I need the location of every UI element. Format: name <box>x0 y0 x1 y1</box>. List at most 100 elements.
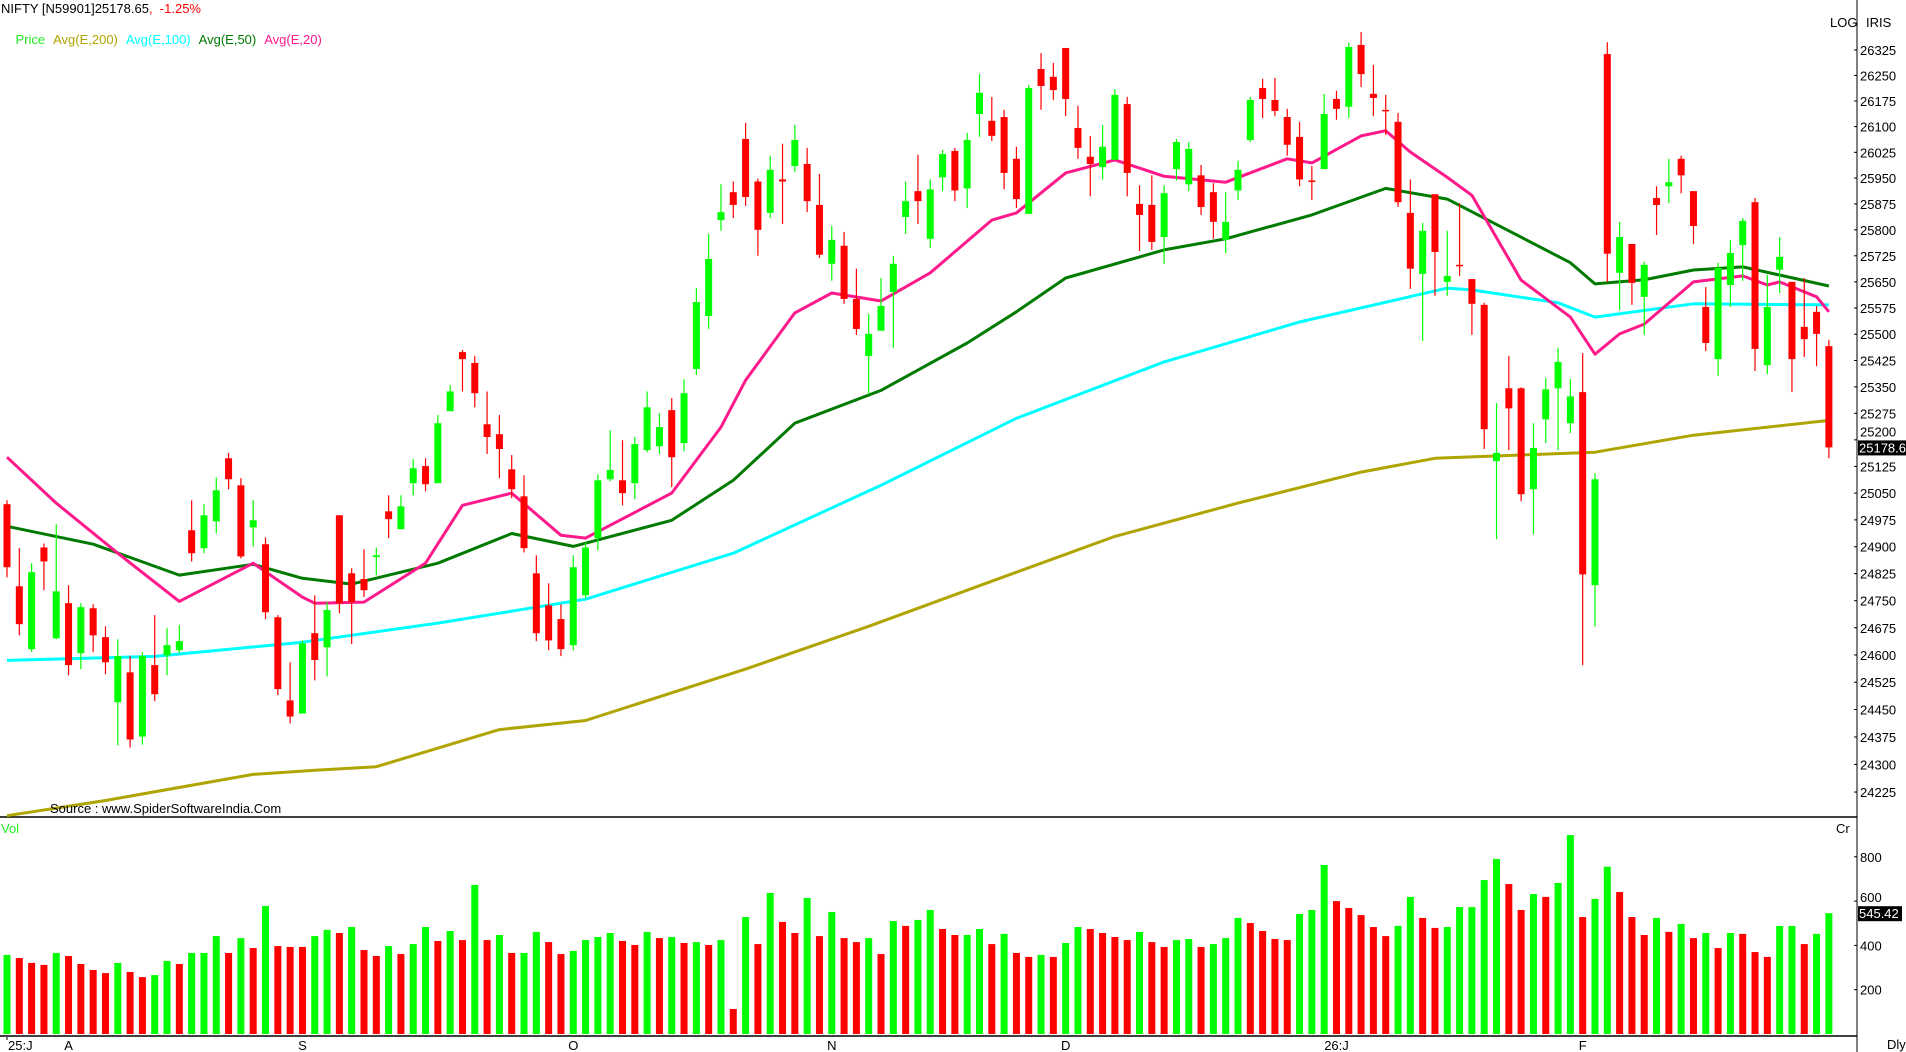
candle-down <box>1689 191 1697 245</box>
volume-bar <box>434 940 442 1034</box>
price-tick-label: 25125 <box>1860 459 1896 474</box>
candle-down <box>619 440 626 506</box>
candle-body <box>1653 198 1661 205</box>
candle-up <box>28 563 36 653</box>
volume-bar <box>1209 944 1217 1034</box>
candle-body <box>668 410 676 458</box>
volume-bar <box>1813 933 1821 1034</box>
candle-up <box>1345 42 1353 119</box>
legend-ema-20[interactable]: Avg(E,20) <box>264 32 322 47</box>
candle-body <box>40 547 48 562</box>
volume-bar <box>1431 927 1439 1034</box>
candle-body <box>286 700 294 717</box>
candle-body <box>1714 267 1722 360</box>
volume-bar <box>446 931 454 1034</box>
candle-body <box>1751 202 1759 349</box>
candle-body <box>1665 182 1673 187</box>
volume-bar <box>286 946 294 1034</box>
candle-body <box>1148 204 1156 242</box>
volume-bar <box>1800 944 1808 1034</box>
candle-body <box>643 407 651 451</box>
volume-bar <box>65 956 73 1034</box>
candle-down <box>742 122 750 206</box>
candle-down <box>1505 355 1513 451</box>
candle-body <box>1136 203 1144 215</box>
candle-body <box>1579 392 1587 575</box>
volume-bar <box>815 936 823 1034</box>
candle-down <box>1406 179 1414 289</box>
legend-ema-200[interactable]: Avg(E,200) <box>53 32 118 47</box>
volume-bar <box>729 1008 737 1034</box>
candle-body <box>385 511 393 520</box>
candle-down <box>1062 47 1070 117</box>
candle-body <box>963 139 971 189</box>
volume-bar <box>1763 956 1771 1034</box>
volume-bar <box>828 911 836 1034</box>
price-tick-label: 25425 <box>1860 354 1896 369</box>
volume-bar <box>631 944 639 1034</box>
candle-up <box>1111 89 1119 160</box>
candle-up <box>1222 192 1230 254</box>
volume-bar <box>557 954 565 1034</box>
legend-price[interactable]: Price <box>15 32 46 47</box>
volume-bar <box>77 964 85 1034</box>
volume-bar <box>754 944 762 1034</box>
candle-down <box>508 455 516 499</box>
price-tick-label: 24600 <box>1860 648 1896 663</box>
candle-down <box>914 154 922 224</box>
candle-body <box>828 239 836 264</box>
candle-down <box>1197 165 1205 215</box>
candle-up <box>975 74 983 137</box>
legend-ema-100[interactable]: Avg(E,100) <box>125 32 191 47</box>
candle-down <box>1456 203 1464 276</box>
candle-body <box>975 92 983 114</box>
legend-ema-50[interactable]: Avg(E,50) <box>198 32 257 47</box>
volume-bar <box>1640 934 1648 1034</box>
candle-up <box>1234 160 1242 201</box>
volume-bar <box>1665 931 1673 1034</box>
candle-body <box>1049 76 1057 91</box>
volume-bar <box>1443 927 1451 1034</box>
price-tick-label: 26250 <box>1860 68 1896 83</box>
volume-bar <box>1653 917 1661 1034</box>
candle-up <box>163 628 171 676</box>
candle-body <box>397 506 405 530</box>
last-price-box <box>1858 440 1906 456</box>
volume-bar <box>1246 923 1254 1034</box>
volume-bar <box>311 936 319 1034</box>
candle-body <box>1443 275 1451 282</box>
volume-bar <box>1049 956 1057 1034</box>
candle-up <box>926 179 934 248</box>
candle-body <box>914 191 922 202</box>
price-tick-label: 25050 <box>1860 486 1896 501</box>
candle-body <box>1111 94 1119 160</box>
candle-body <box>1345 46 1353 107</box>
candle-up <box>1726 239 1734 307</box>
candle-body <box>101 637 109 663</box>
candle-body <box>323 610 331 648</box>
volume-tick-label: 400 <box>1860 938 1882 953</box>
candle-body <box>249 520 257 528</box>
date-label: A <box>64 1038 73 1052</box>
candle-up <box>409 458 417 496</box>
candle-body <box>1776 256 1784 270</box>
volume-bar <box>1160 946 1168 1034</box>
candle-down <box>1037 53 1045 110</box>
candle-body <box>692 302 700 369</box>
volume-bar <box>409 944 417 1034</box>
volume-bar <box>237 938 245 1034</box>
candle-down <box>1603 42 1611 282</box>
moving-average-lines <box>5 129 1831 818</box>
date-label: O <box>568 1038 578 1052</box>
volume-bar <box>680 942 688 1034</box>
candle-down <box>1579 353 1587 666</box>
candle-body <box>926 189 934 239</box>
candle-down <box>89 604 97 653</box>
candle-down <box>40 543 48 591</box>
price-tick-label: 25725 <box>1860 249 1896 264</box>
candle-body <box>717 212 725 221</box>
candle-up <box>1172 138 1180 181</box>
candle-down <box>126 656 134 748</box>
candle-down <box>1308 166 1316 201</box>
